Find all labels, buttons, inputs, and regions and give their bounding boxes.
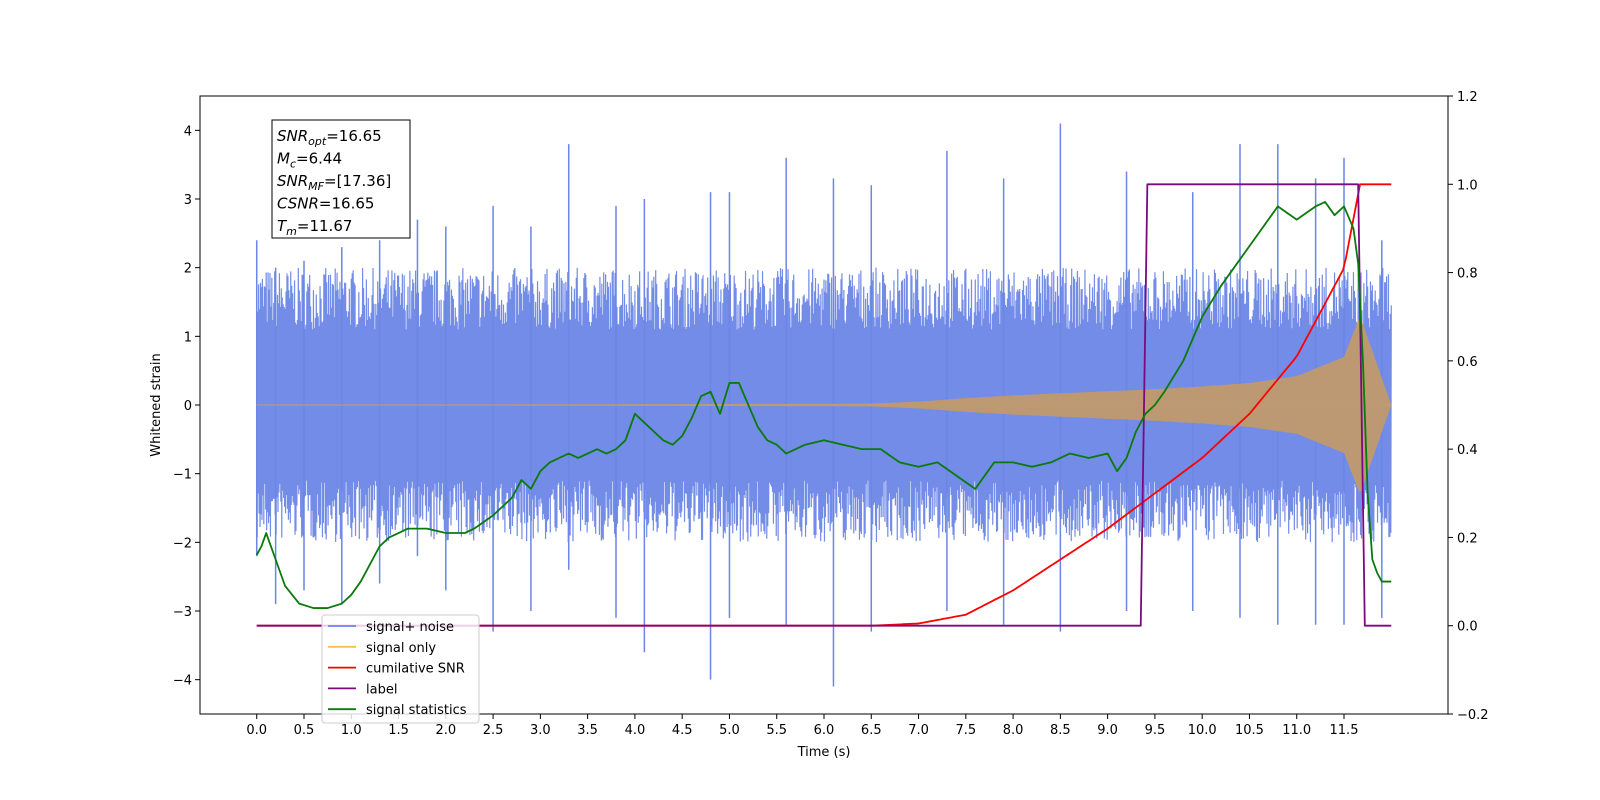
- annotation-subscript: MF: [308, 180, 324, 193]
- x-tick-label: 7.5: [955, 723, 976, 738]
- legend-label: signal only: [366, 641, 436, 656]
- x-tick-label: 0.5: [294, 723, 315, 738]
- annotation-symbol: CSNR: [277, 195, 319, 213]
- y2-tick-label: 1.2: [1457, 90, 1478, 105]
- y-tick-label: −4: [173, 674, 192, 689]
- annotation-symbol: SNR: [277, 172, 308, 190]
- annotation-value: =[17.36]: [324, 172, 391, 190]
- legend-frame: [321, 614, 480, 724]
- series-signal-only: [256, 318, 1392, 492]
- annotation-subscript: opt: [308, 135, 327, 148]
- series-signal-statistics: [255, 201, 1392, 609]
- annotation-subscript: c: [290, 158, 296, 171]
- annotation-line: SNRopt=16.65: [277, 127, 382, 148]
- x-tick-label: 5.5: [766, 723, 787, 738]
- x-tick-label: 9.5: [1145, 723, 1166, 738]
- x-tick-label: 7.0: [908, 723, 929, 738]
- y-axis-label: Whitened strain: [149, 353, 164, 456]
- x-tick-label: 2.5: [483, 723, 504, 738]
- series-signal-noise: [255, 123, 1392, 687]
- x-tick-label: 1.5: [388, 723, 409, 738]
- annotation-line: CSNR=16.65: [277, 195, 374, 213]
- y2-tick-label: 1.0: [1457, 178, 1478, 193]
- y2-tick-label: 0.0: [1457, 620, 1478, 635]
- x-tick-label: 0.0: [246, 723, 267, 738]
- annotation-line: Mc=6.44: [277, 150, 342, 171]
- x-tick-label: 9.0: [1097, 723, 1118, 738]
- annotation-value: =16.65: [326, 127, 382, 145]
- annotation-box: SNRopt=16.65Mc=6.44SNRMF=[17.36]CSNR=16.…: [271, 119, 411, 239]
- y-tick-label: 0: [184, 399, 192, 414]
- plot-area: [255, 123, 1392, 687]
- annotation-value: =11.67: [297, 217, 353, 235]
- series-label: [256, 183, 1392, 627]
- x-tick-label: 6.0: [814, 723, 835, 738]
- x-tick-label: 4.5: [672, 723, 693, 738]
- annotation-subscript: m: [286, 225, 297, 238]
- x-tick-label: 8.0: [1003, 723, 1024, 738]
- y-tick-label: 2: [184, 262, 192, 277]
- x-tick-label: 8.5: [1050, 723, 1071, 738]
- annotation-symbol: SNR: [277, 127, 308, 145]
- legend: signal+ noise signal only cumilative SNR la…: [321, 614, 480, 724]
- y-tick-label: −3: [173, 605, 192, 620]
- x-tick-label: 10.5: [1235, 723, 1264, 738]
- y2-tick-label: 0.2: [1457, 531, 1478, 546]
- y-axis-left: −4 −3 −2 −1 0 1 2 3 4: [173, 124, 200, 689]
- legend-label: signal statistics: [366, 703, 467, 718]
- y2-tick-label: −0.2: [1457, 708, 1489, 723]
- legend-label: signal+ noise: [366, 620, 454, 635]
- annotation-frame: [271, 119, 411, 239]
- y-tick-label: −1: [173, 468, 192, 483]
- x-tick-label: 2.0: [435, 723, 456, 738]
- x-tick-label: 1.0: [341, 723, 362, 738]
- x-tick-label: 11.5: [1330, 723, 1359, 738]
- x-tick-label: 10.0: [1188, 723, 1217, 738]
- x-tick-label: 3.0: [530, 723, 551, 738]
- y-tick-label: 3: [184, 193, 192, 208]
- x-tick-label: 5.0: [719, 723, 740, 738]
- annotation-line: Tm=11.67: [277, 217, 352, 238]
- y-tick-label: 4: [184, 124, 192, 139]
- annotation-line: SNRMF=[17.36]: [277, 172, 391, 193]
- y-tick-label: 1: [184, 330, 192, 345]
- y2-tick-label: 0.6: [1457, 355, 1478, 370]
- y-tick-label: −2: [173, 536, 192, 551]
- legend-label: cumilative SNR: [366, 662, 465, 677]
- x-axis-label: Time (s): [797, 745, 851, 760]
- x-tick-label: 4.0: [625, 723, 646, 738]
- x-tick-label: 3.5: [577, 723, 598, 738]
- x-tick-label: 6.5: [861, 723, 882, 738]
- annotation-value: =16.65: [319, 195, 375, 213]
- x-tick-label: 11.0: [1282, 723, 1311, 738]
- annotation-symbol: T: [277, 217, 288, 235]
- legend-label: label: [366, 682, 397, 697]
- annotation-symbol: M: [277, 150, 290, 168]
- x-axis: 0.0 0.5 1.0 1.5 2.0 2.5 3.0 3.5 4.0 4.5 5.0 5.5 6.0 6…: [246, 714, 1358, 738]
- y2-tick-label: 0.8: [1457, 267, 1478, 282]
- y-axis-right: −0.2 0.0 0.2 0.4 0.6 0.8 1.0 1.2: [1448, 90, 1489, 723]
- y2-tick-label: 0.4: [1457, 443, 1478, 458]
- annotation-value: =6.44: [296, 150, 342, 168]
